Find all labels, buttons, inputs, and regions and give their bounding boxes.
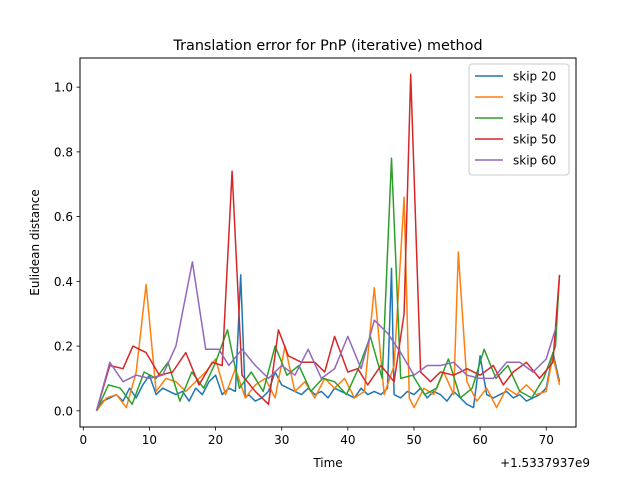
x-axis: 0 10 20 30 40 50 60 70 bbox=[79, 427, 554, 447]
x-tick-label: 20 bbox=[208, 433, 223, 447]
plot-frame bbox=[79, 57, 577, 428]
x-tick-label: 30 bbox=[274, 433, 289, 447]
legend-label: skip 50 bbox=[513, 133, 556, 147]
series-layer bbox=[95, 73, 561, 412]
y-tick-label: 0.2 bbox=[54, 340, 73, 354]
series-line-skip-30 bbox=[95, 196, 561, 412]
chart-title: Translation error for PnP (iterative) me… bbox=[172, 38, 482, 54]
legend-label: skip 30 bbox=[513, 91, 556, 105]
legend-box bbox=[468, 63, 570, 176]
y-tick-label: 0.8 bbox=[54, 145, 73, 159]
legend-label: skip 40 bbox=[513, 112, 556, 126]
y-tick-label: 0.6 bbox=[54, 210, 73, 224]
series-line-skip-20 bbox=[95, 267, 561, 412]
x-tick-label: 60 bbox=[472, 433, 487, 447]
series-line-skip-50 bbox=[95, 73, 561, 412]
legend-label: skip 20 bbox=[513, 70, 556, 84]
x-tick-label: 70 bbox=[539, 433, 554, 447]
x-tick-label: 0 bbox=[79, 433, 87, 447]
y-tick-label: 0.0 bbox=[54, 404, 73, 418]
x-axis-label: Time bbox=[312, 456, 342, 470]
x-tick-label: 10 bbox=[142, 433, 157, 447]
x-tick-label: 40 bbox=[340, 433, 355, 447]
legend: skip 20 skip 30 skip 40 skip 50 skip 60 bbox=[468, 63, 570, 176]
series-line-skip-60 bbox=[95, 261, 557, 411]
legend-label: skip 60 bbox=[513, 154, 556, 168]
y-axis: 0.0 0.2 0.4 0.6 0.8 1.0 bbox=[54, 81, 80, 418]
x-axis-offset-label: +1.5337937e9 bbox=[500, 456, 590, 470]
x-tick-label: 50 bbox=[406, 433, 421, 447]
series-line-skip-40 bbox=[95, 157, 561, 412]
y-tick-label: 1.0 bbox=[54, 81, 73, 95]
y-tick-label: 0.4 bbox=[54, 275, 73, 289]
y-axis-label: Eulidean distance bbox=[28, 189, 42, 295]
